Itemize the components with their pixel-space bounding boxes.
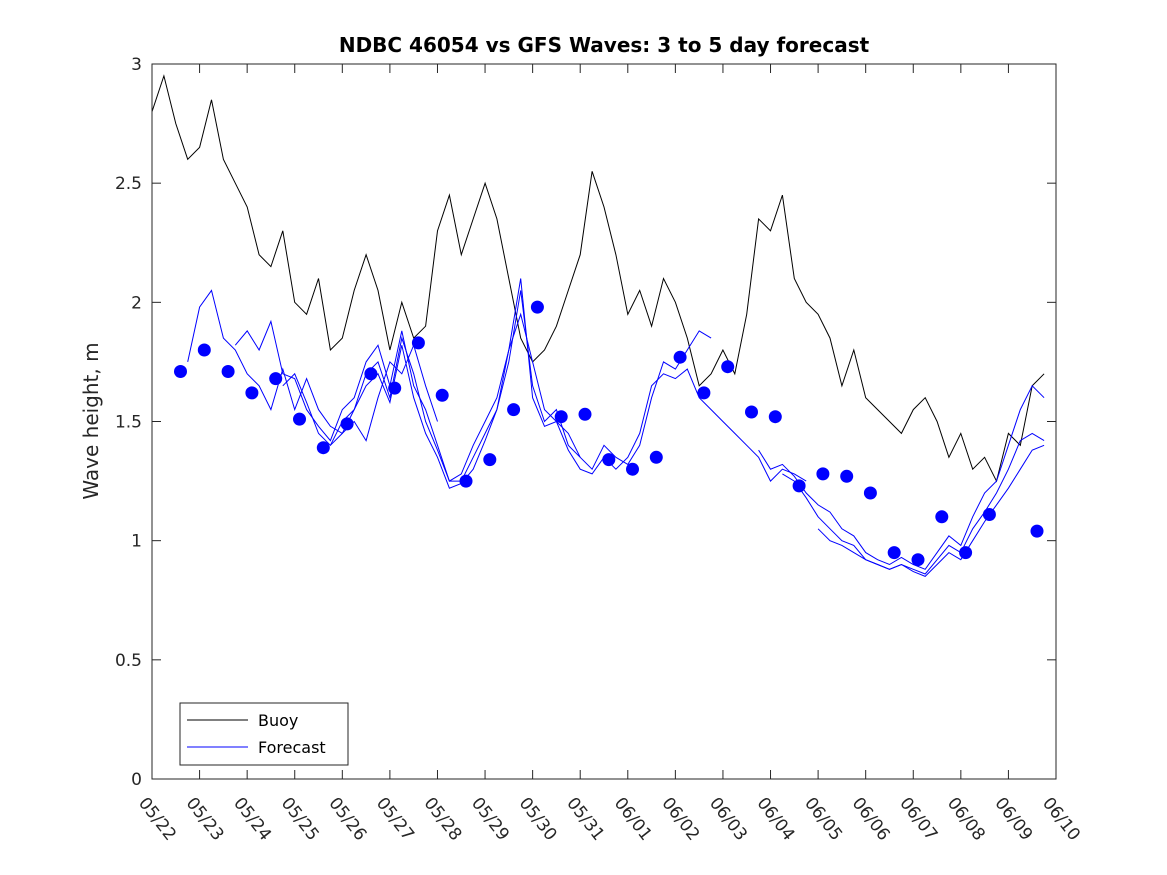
forecast-point-29 — [840, 469, 854, 483]
forecast-point-15 — [507, 403, 521, 417]
y-axis: 0 0.5 1 1.5 2 2.5 3 — [115, 55, 1056, 790]
forecast-point-24 — [721, 360, 735, 374]
forecast-point-22 — [673, 350, 687, 364]
forecast-point-16 — [530, 300, 544, 314]
y-tick-label: 1 — [131, 532, 142, 552]
legend: Buoy Forecast — [179, 702, 349, 766]
y-axis-label: Wave height, m — [79, 342, 103, 499]
forecast-point-28 — [816, 467, 830, 481]
forecast-point-5 — [269, 372, 283, 386]
forecast-point-19 — [602, 453, 616, 467]
forecast-point-23 — [697, 386, 711, 400]
forecast-line-4 — [330, 278, 807, 489]
forecast-point-35 — [982, 508, 996, 521]
forecast-point-9 — [364, 367, 378, 381]
buoy-line — [151, 74, 1045, 483]
forecast-point-7 — [316, 441, 330, 455]
forecast-point-3 — [221, 365, 235, 378]
chart-title: NDBC 46054 vs GFS Waves: 3 to 5 day fore… — [339, 33, 870, 57]
forecast-point-18 — [578, 407, 592, 421]
forecast-point-27 — [792, 479, 806, 493]
forecast-point-25 — [745, 405, 758, 419]
forecast-point-32 — [911, 553, 925, 567]
y-tick-label: 1.5 — [115, 413, 142, 433]
forecast-line-2 — [234, 312, 581, 482]
forecast-series — [187, 278, 1045, 577]
forecast-line-6 — [782, 432, 1045, 575]
y-tick-label: 0.5 — [115, 651, 142, 671]
forecast-point-30 — [863, 486, 877, 500]
forecast-line-7 — [817, 444, 1045, 577]
forecast-point-14 — [483, 453, 497, 467]
forecast-point-1 — [174, 365, 187, 378]
forecast-point-36 — [1030, 524, 1044, 538]
forecast-point-4 — [245, 386, 259, 400]
buoy-series — [151, 74, 1045, 483]
forecast-point-34 — [959, 546, 973, 560]
legend-box — [179, 702, 349, 766]
forecast-point-10 — [388, 381, 402, 395]
y-tick-label: 2.5 — [115, 174, 142, 194]
forecast-point-21 — [649, 450, 663, 464]
forecast-point-11 — [411, 336, 425, 350]
y-tick-label: 2 — [131, 293, 142, 313]
y-tick-label: 0 — [131, 770, 142, 790]
forecast-point-13 — [459, 474, 473, 488]
forecast-points — [174, 300, 1044, 567]
forecast-point-20 — [626, 462, 639, 476]
forecast-point-6 — [293, 412, 306, 426]
plot-area — [151, 63, 1057, 780]
legend-forecast-label: Forecast — [258, 738, 326, 757]
forecast-point-17 — [554, 410, 568, 424]
plot-background — [152, 64, 1056, 779]
forecast-point-2 — [197, 343, 211, 357]
forecast-line-5 — [758, 384, 1045, 570]
legend-buoy-label: Buoy — [258, 711, 298, 730]
y-tick-label: 3 — [131, 55, 142, 75]
forecast-point-33 — [935, 510, 949, 524]
forecast-point-8 — [340, 417, 354, 431]
forecast-point-26 — [768, 410, 782, 424]
forecast-point-12 — [435, 388, 449, 402]
forecast-point-31 — [887, 546, 901, 560]
